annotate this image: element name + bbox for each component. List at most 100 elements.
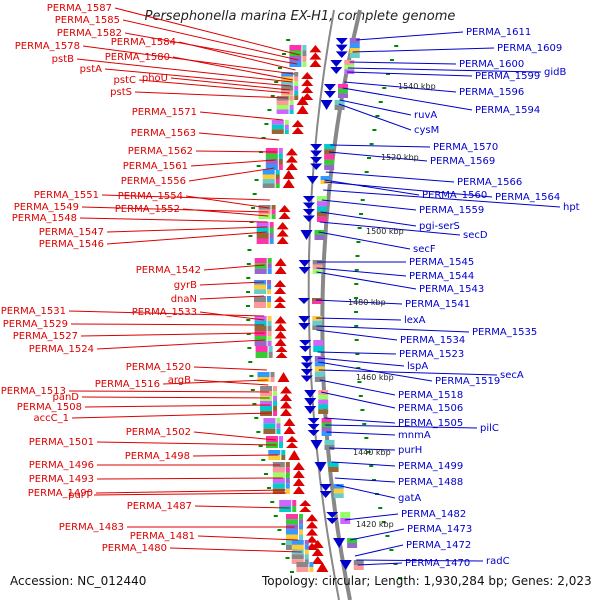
gene-label-left[interactable]: purT [68, 490, 92, 501]
gene-arrow-right[interactable] [307, 430, 320, 436]
gene-label-right[interactable]: PERMA_1518 [398, 390, 463, 401]
gene-arrow-right[interactable] [298, 267, 311, 274]
gene-label-left[interactable]: PERMA_1498 [125, 451, 190, 462]
gene-label-left[interactable]: argB [168, 375, 191, 386]
feature-block[interactable] [298, 298, 323, 304]
gene-arrow-left[interactable] [274, 302, 287, 308]
gene-arrow-right[interactable] [304, 398, 317, 406]
gene-label-left[interactable]: PERMA_1571 [132, 107, 197, 118]
gene-label-left[interactable]: PERMA_1487 [127, 501, 192, 512]
gene-arrow-left[interactable] [311, 556, 324, 564]
gene-label-right[interactable]: PERMA_1560 [422, 190, 487, 201]
gene-label-right[interactable]: PERMA_1564 [495, 192, 560, 203]
gene-label-right[interactable]: PERMA_1559 [419, 205, 484, 216]
gene-label-right[interactable]: PERMA_1545 [409, 257, 474, 268]
feature-block[interactable] [262, 170, 295, 188]
gene-label-right[interactable]: PERMA_1499 [398, 461, 463, 472]
gene-arrow-left[interactable] [282, 170, 295, 179]
gene-arrow-right[interactable] [310, 440, 323, 450]
gene-label-right[interactable]: PERMA_1543 [419, 284, 484, 295]
gene-label-left[interactable]: PERMA_1549 [14, 202, 79, 213]
gene-label-left[interactable]: PERMA_1561 [123, 161, 188, 172]
gene-arrow-left[interactable] [291, 127, 304, 134]
gene-arrow-right[interactable] [302, 209, 315, 216]
gene-label-right[interactable]: hpt [563, 202, 580, 213]
gene-label-left[interactable]: PERMA_1481 [130, 531, 195, 542]
feature-block[interactable] [254, 296, 287, 308]
gene-arrow-right[interactable] [319, 484, 332, 491]
gene-arrow-right[interactable] [330, 67, 343, 74]
gene-arrow-left[interactable] [301, 93, 314, 100]
gene-arrow-left[interactable] [292, 478, 305, 486]
feature-block[interactable] [254, 258, 287, 274]
gene-label-right[interactable]: PERMA_1599 [475, 71, 540, 82]
gene-arrow-right[interactable] [302, 196, 315, 203]
gene-label-left[interactable]: PERMA_1546 [39, 239, 104, 250]
feature-block[interactable] [310, 144, 335, 171]
gene-arrow-left[interactable] [274, 296, 287, 302]
gene-label-left[interactable]: PERMA_1547 [39, 227, 104, 238]
gene-label-right[interactable]: PERMA_1611 [466, 27, 531, 38]
gene-label-right[interactable]: PERMA_1609 [497, 43, 562, 54]
gene-label-left[interactable]: PERMA_1580 [105, 52, 170, 63]
gene-arrow-right[interactable] [307, 424, 320, 430]
gene-label-left[interactable]: PERMA_1551 [34, 190, 99, 201]
gene-arrow-left[interactable] [274, 338, 287, 347]
gene-label-left[interactable]: PERMA_1496 [29, 460, 94, 471]
gene-arrow-left[interactable] [292, 486, 305, 494]
gene-label-left[interactable]: PERMA_1548 [12, 213, 77, 224]
gene-label-right[interactable]: PERMA_1472 [406, 540, 471, 551]
gene-label-right[interactable]: PERMA_1473 [407, 524, 472, 535]
feature-block[interactable] [326, 512, 351, 524]
gene-arrow-right[interactable] [302, 202, 315, 210]
gene-label-left[interactable]: pstC [114, 75, 136, 86]
feature-block[interactable] [300, 356, 325, 383]
feature-block[interactable] [276, 96, 309, 114]
gene-arrow-left[interactable] [275, 346, 288, 352]
feature-block[interactable] [299, 340, 324, 352]
feature-block[interactable] [314, 462, 339, 472]
gene-label-right[interactable]: PERMA_1488 [398, 477, 463, 488]
gene-arrow-left[interactable] [285, 162, 298, 170]
feature-block[interactable] [289, 45, 322, 67]
gene-arrow-left[interactable] [296, 105, 309, 114]
gene-arrow-left[interactable] [275, 352, 288, 358]
gene-arrow-left[interactable] [299, 506, 312, 512]
feature-block[interactable] [319, 484, 344, 498]
gene-arrow-left[interactable] [288, 450, 301, 460]
feature-block[interactable] [323, 84, 348, 98]
gene-label-left[interactable]: PERMA_1531 [1, 306, 66, 317]
gene-arrow-left[interactable] [301, 79, 314, 86]
feature-block[interactable] [256, 222, 289, 244]
gene-arrow-left[interactable] [311, 548, 324, 556]
gene-label-left[interactable]: PERMA_1584 [111, 37, 176, 48]
gene-arrow-left[interactable] [306, 514, 318, 522]
gene-label-left[interactable]: PERMA_1490 [28, 488, 93, 499]
gene-arrow-right[interactable] [298, 316, 311, 323]
gene-label-left[interactable]: PERMA_1513 [1, 386, 66, 397]
gene-label-right[interactable]: ruvA [414, 110, 437, 121]
gene-arrow-left[interactable] [277, 372, 290, 382]
gene-arrow-left[interactable] [301, 86, 314, 93]
gene-label-right[interactable]: PERMA_1570 [433, 142, 498, 153]
gene-arrow-right[interactable] [310, 150, 323, 158]
gene-arrow-left[interactable] [292, 462, 305, 470]
gene-arrow-right[interactable] [300, 369, 313, 376]
gene-arrow-left[interactable] [309, 45, 322, 53]
feature-block[interactable] [300, 230, 325, 240]
gene-arrow-right[interactable] [300, 375, 313, 383]
gene-arrow-right[interactable] [310, 163, 323, 171]
gene-label-left[interactable]: PERMA_1483 [59, 522, 124, 533]
gene-arrow-right[interactable] [300, 362, 313, 370]
gene-label-right[interactable]: PERMA_1505 [398, 418, 463, 429]
gene-arrow-left[interactable] [311, 540, 324, 548]
gene-arrow-right[interactable] [302, 215, 315, 223]
feature-block[interactable] [271, 120, 304, 134]
gene-label-right[interactable]: gidB [544, 67, 566, 78]
gene-label-right[interactable]: secA [500, 370, 524, 381]
gene-label-left[interactable]: panD [52, 392, 79, 403]
gene-arrow-left[interactable] [285, 155, 298, 163]
gene-label-left[interactable]: PERMA_1508 [17, 402, 82, 413]
gene-label-left[interactable]: PERMA_1529 [3, 319, 68, 330]
feature-block[interactable] [335, 38, 360, 58]
